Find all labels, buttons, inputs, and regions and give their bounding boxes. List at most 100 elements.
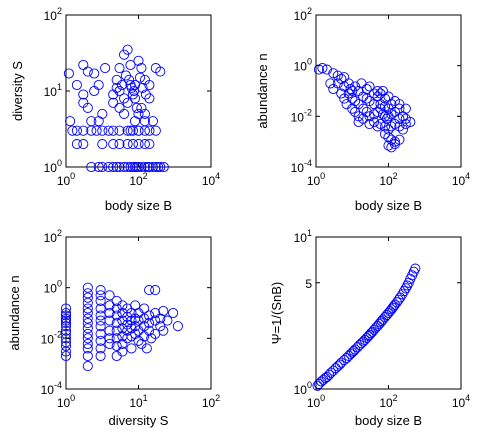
data-point bbox=[127, 125, 138, 136]
y-tick-label: 10-2 bbox=[291, 107, 312, 124]
data-point bbox=[60, 303, 72, 314]
data-point bbox=[104, 325, 115, 336]
data-point bbox=[86, 125, 97, 136]
data-point bbox=[134, 72, 146, 83]
data-point bbox=[353, 111, 364, 122]
x-tick-label: 100 bbox=[57, 171, 75, 188]
data-point bbox=[111, 333, 122, 344]
data-point bbox=[376, 315, 387, 327]
y-axis-title: Ψ=1/(SnB) bbox=[269, 282, 284, 345]
x-tick-label: 102 bbox=[379, 171, 397, 188]
data-point bbox=[341, 352, 352, 364]
data-point bbox=[405, 116, 416, 128]
data-point bbox=[95, 343, 106, 354]
data-point bbox=[328, 83, 339, 95]
data-point bbox=[67, 125, 78, 136]
data-point bbox=[78, 125, 89, 136]
subplot-psi-vs-body-size: 100 102 104 100 5 101 body size B Ψ=1/(SnB) bbox=[269, 228, 470, 428]
data-point bbox=[111, 161, 122, 173]
data-point bbox=[356, 78, 367, 89]
data-point bbox=[63, 68, 74, 79]
data-point bbox=[162, 315, 173, 326]
data-point bbox=[361, 83, 372, 95]
data-point bbox=[82, 338, 93, 350]
data-point bbox=[89, 68, 100, 79]
data-point bbox=[60, 318, 72, 329]
data-point bbox=[136, 102, 147, 113]
data-point bbox=[317, 63, 328, 74]
ticks-layer: 100 102 104 100 5 101 bbox=[294, 228, 471, 410]
y-tick-label: 100 bbox=[44, 279, 62, 296]
data-point bbox=[71, 79, 82, 91]
data-point bbox=[375, 99, 386, 110]
data-point bbox=[60, 315, 72, 326]
data-point bbox=[82, 297, 93, 308]
data-point bbox=[95, 350, 106, 362]
data-point bbox=[111, 318, 122, 329]
data-point bbox=[114, 102, 125, 113]
data-point bbox=[372, 121, 383, 132]
x-tick-label: 102 bbox=[379, 393, 397, 410]
y-tick-label: 10-4 bbox=[41, 380, 62, 397]
x-tick-label: 100 bbox=[307, 171, 325, 188]
data-point bbox=[125, 161, 136, 173]
data-point bbox=[104, 290, 115, 301]
data-point bbox=[97, 139, 108, 150]
data-point bbox=[125, 59, 136, 71]
data-point bbox=[104, 300, 115, 311]
y-tick-label: 100 bbox=[294, 380, 312, 397]
data-point bbox=[339, 93, 350, 104]
data-point bbox=[325, 78, 336, 89]
y-axis-title: abundance n bbox=[7, 275, 22, 350]
data-point bbox=[111, 82, 122, 93]
data-point bbox=[82, 307, 93, 319]
data-point bbox=[128, 85, 140, 97]
data-point bbox=[95, 321, 106, 332]
x-axis-title: body size B bbox=[355, 413, 422, 428]
data-point bbox=[332, 361, 343, 372]
data-point bbox=[95, 335, 106, 346]
data-point bbox=[65, 116, 76, 127]
data-point bbox=[82, 282, 93, 293]
data-point bbox=[82, 313, 93, 324]
data-point bbox=[95, 295, 106, 306]
data-point bbox=[144, 285, 155, 296]
markers-layer bbox=[312, 263, 421, 391]
data-point bbox=[82, 303, 93, 314]
data-point bbox=[100, 63, 111, 74]
x-axis-title: diversity S bbox=[109, 413, 169, 428]
data-point bbox=[141, 343, 152, 354]
data-point bbox=[60, 310, 72, 321]
data-point bbox=[117, 300, 128, 311]
data-point bbox=[60, 350, 72, 362]
data-point bbox=[111, 325, 122, 336]
data-point bbox=[93, 161, 104, 173]
data-point bbox=[347, 93, 358, 104]
data-point bbox=[122, 139, 133, 150]
data-point bbox=[172, 321, 183, 332]
data-point bbox=[133, 55, 144, 66]
data-point bbox=[133, 139, 144, 150]
data-point bbox=[60, 340, 72, 352]
data-point bbox=[150, 285, 161, 296]
data-point bbox=[127, 161, 138, 173]
data-point bbox=[104, 338, 115, 350]
data-point bbox=[111, 350, 122, 362]
data-point bbox=[383, 140, 394, 151]
data-point bbox=[111, 74, 122, 85]
data-point bbox=[95, 310, 106, 321]
data-point bbox=[320, 373, 331, 384]
data-point bbox=[139, 125, 150, 136]
y-axis-title: diversity S bbox=[10, 61, 25, 121]
data-point bbox=[108, 89, 119, 100]
data-point bbox=[133, 315, 144, 326]
data-point bbox=[82, 102, 93, 113]
data-point bbox=[399, 286, 410, 297]
data-point bbox=[383, 307, 394, 319]
data-point bbox=[386, 142, 397, 153]
data-point bbox=[379, 128, 391, 140]
data-point bbox=[95, 328, 106, 339]
data-point bbox=[108, 125, 119, 136]
data-point bbox=[82, 318, 93, 329]
subplot-diversity-vs-body-size: 100 102 104 100 101 102 body size B diversity… bbox=[10, 6, 220, 213]
